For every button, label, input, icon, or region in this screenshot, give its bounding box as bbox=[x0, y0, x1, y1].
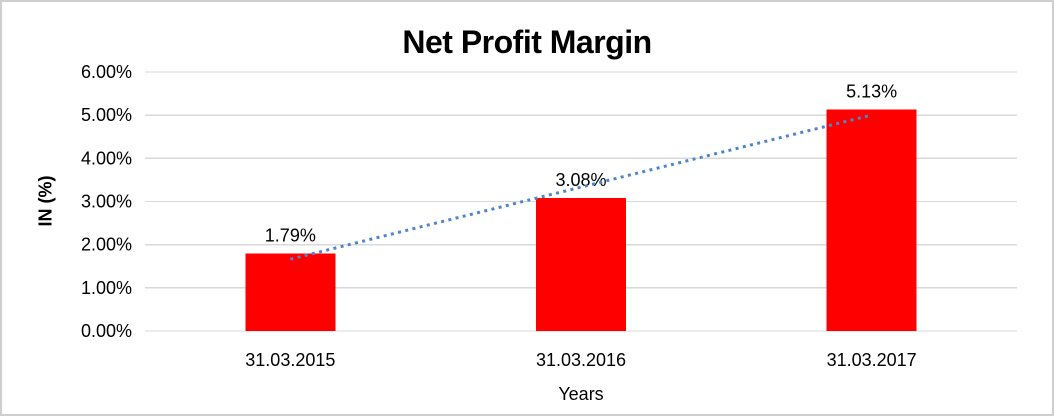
y-tick-label: 1.00% bbox=[81, 278, 132, 298]
y-tick-label: 2.00% bbox=[81, 235, 132, 255]
y-axis-title: IN (%) bbox=[35, 175, 56, 227]
bar bbox=[536, 198, 626, 331]
bar-value-label: 5.13% bbox=[846, 82, 897, 102]
y-tick-label: 3.00% bbox=[81, 192, 132, 212]
y-tick-label: 4.00% bbox=[81, 148, 132, 168]
x-axis-title: Years bbox=[558, 384, 604, 404]
bar bbox=[826, 109, 917, 332]
y-tick-label: 5.00% bbox=[81, 105, 132, 125]
bar-value-label: 1.79% bbox=[265, 226, 316, 246]
bar-value-label: 3.08% bbox=[555, 170, 606, 190]
chart-title: Net Profit Margin bbox=[402, 24, 652, 60]
x-tick-label: 31.03.2017 bbox=[827, 350, 917, 370]
y-tick-label: 0.00% bbox=[81, 321, 132, 341]
bar bbox=[245, 253, 336, 331]
x-tick-label: 31.03.2015 bbox=[245, 350, 335, 370]
x-tick-label: 31.03.2016 bbox=[536, 350, 626, 370]
y-tick-label: 6.00% bbox=[81, 62, 132, 82]
